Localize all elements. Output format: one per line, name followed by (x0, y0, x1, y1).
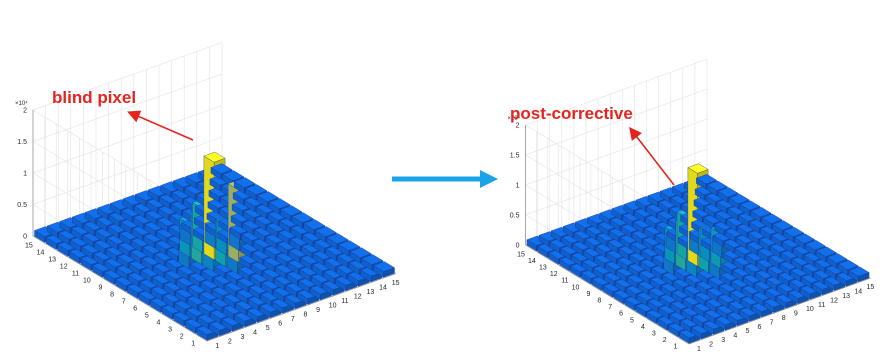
y-tick-label: 6 (133, 306, 137, 313)
x-tick-label: 4 (253, 329, 257, 336)
y-tick-label: 10 (83, 278, 91, 285)
x-tick-label: 7 (291, 316, 295, 323)
y-tick-label: 4 (641, 324, 645, 331)
x-tick-label: 10 (806, 306, 814, 313)
z-tick-label: 0 (516, 243, 520, 250)
y-tick-label: 6 (619, 311, 623, 318)
annotation-label: post-corrective (510, 104, 633, 123)
z-tick-label: 2 (23, 108, 27, 115)
y-tick-label: 12 (60, 264, 68, 271)
x-tick-label: 14 (379, 284, 387, 291)
z-tick-label: 1.5 (17, 139, 27, 146)
axes (525, 125, 871, 345)
y-tick-label: 15 (517, 251, 525, 258)
z-exponent-label: ×10⁴ (508, 115, 521, 122)
x-tick-label: 15 (866, 284, 874, 291)
bars (34, 151, 395, 341)
y-tick-label: 1 (674, 344, 678, 351)
bars (526, 163, 870, 344)
y-tick-label: 5 (630, 317, 634, 324)
x-tick-label: 1 (697, 346, 701, 353)
y-tick-label: 2 (663, 337, 667, 344)
transition-arrow (392, 170, 498, 188)
x-tick-label: 15 (392, 280, 400, 287)
x-tick-label: 3 (241, 334, 245, 341)
y-tick-label: 3 (652, 331, 656, 338)
y-tick-label: 5 (145, 313, 149, 320)
x-tick-label: 8 (782, 315, 786, 322)
y-tick-label: 3 (168, 327, 172, 334)
y-tick-label: 15 (25, 243, 33, 250)
x-tick-label: 2 (709, 341, 713, 348)
bar (848, 266, 870, 283)
z-tick-label: 1 (516, 183, 520, 190)
z-tick-label: 0.5 (17, 202, 27, 209)
y-tick-label: 12 (550, 271, 558, 278)
y-tick-label: 4 (156, 320, 160, 327)
z-exponent-label: ×10⁴ (15, 100, 28, 107)
annotation-arrow (127, 110, 194, 141)
y-tick-label: 9 (586, 291, 590, 298)
x-tick-label: 9 (794, 311, 798, 318)
x-tick-label: 1 (215, 343, 219, 350)
x-tick-label: 6 (278, 320, 282, 327)
x-tick-label: 4 (733, 333, 737, 340)
y-tick-label: 13 (539, 265, 547, 272)
annotation-label: blind pixel (52, 88, 136, 107)
y-tick-label: 8 (597, 298, 601, 305)
x-tick-label: 10 (329, 302, 337, 309)
y-tick-label: 7 (122, 299, 126, 306)
x-tick-label: 2 (228, 338, 232, 345)
y-tick-label: 14 (528, 258, 536, 265)
y-tick-label: 11 (72, 271, 79, 278)
z-tick-label: 0.5 (510, 213, 520, 220)
x-tick-label: 11 (818, 302, 825, 309)
z-tick-label: 1 (23, 171, 27, 178)
x-tick-label: 12 (354, 293, 362, 300)
x-tick-label: 13 (842, 293, 850, 300)
axes (32, 110, 397, 342)
y-tick-label: 10 (572, 284, 580, 291)
z-tick-label: 0 (23, 234, 27, 241)
bar (221, 315, 244, 332)
y-tick-label: 1 (191, 341, 195, 348)
x-tick-label: 6 (758, 324, 762, 331)
y-tick-label: 7 (608, 304, 612, 311)
bar3d-chart-left: 00.511.52×10⁴123456789101112131415123456… (15, 42, 400, 350)
x-tick-label: 14 (854, 289, 862, 296)
y-tick-label: 11 (561, 278, 568, 285)
y-tick-label: 13 (48, 257, 56, 264)
x-tick-label: 13 (367, 289, 375, 296)
bar (706, 180, 728, 197)
bar3d-chart-right: 00.511.52×10⁴123456789101112131415123456… (508, 58, 874, 353)
x-tick-label: 8 (304, 311, 308, 318)
z-tick-label: 1.5 (510, 153, 520, 160)
x-tick-label: 3 (721, 337, 725, 344)
y-tick-label: 8 (110, 292, 114, 299)
y-tick-label: 2 (180, 334, 184, 341)
bar (372, 261, 395, 278)
x-tick-label: 5 (745, 328, 749, 335)
x-tick-label: 11 (341, 298, 348, 305)
z-tick-label: 2 (516, 123, 520, 130)
x-tick-label: 7 (770, 319, 774, 326)
y-tick-label: 14 (37, 250, 45, 257)
x-tick-label: 5 (266, 325, 270, 332)
annotation-arrow (629, 126, 675, 186)
y-tick-label: 9 (98, 285, 102, 292)
x-tick-label: 12 (830, 297, 838, 304)
x-tick-label: 9 (316, 307, 320, 314)
